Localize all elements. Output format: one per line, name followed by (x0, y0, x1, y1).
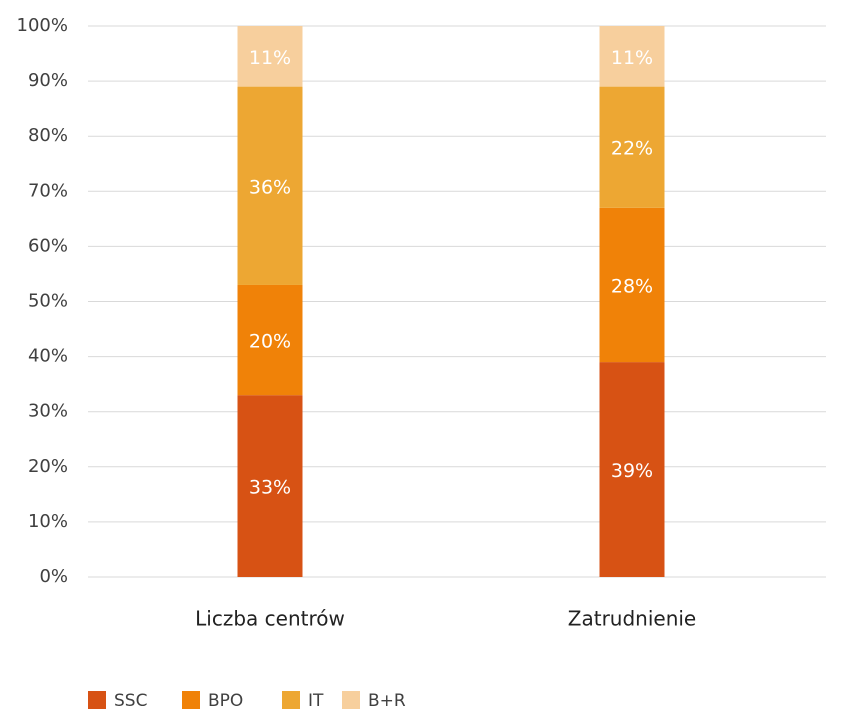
data-label: 36% (249, 176, 291, 198)
y-tick-label: 40% (28, 346, 68, 367)
legend-label: SSC (114, 691, 147, 710)
data-label: 28% (611, 275, 653, 297)
bar-segment (237, 26, 303, 87)
bar-segment (599, 26, 665, 87)
y-tick-label: 50% (28, 291, 68, 312)
bar-segment (599, 207, 665, 363)
data-label: 22% (611, 138, 653, 160)
legend-swatch (342, 691, 360, 709)
x-tick-label: Liczba centrów (195, 607, 345, 631)
data-label: 11% (249, 47, 291, 69)
y-tick-label: 90% (28, 70, 68, 91)
data-label: 20% (249, 331, 291, 353)
y-tick-label: 100% (17, 15, 68, 36)
y-tick-label: 80% (28, 125, 68, 146)
legend-label: B+R (368, 691, 406, 710)
y-tick-label: 70% (28, 180, 68, 201)
legend-swatch (88, 691, 106, 709)
bar-segment (599, 86, 665, 208)
bar-segment (237, 86, 303, 285)
bar-segment (237, 284, 303, 396)
legend-label: IT (308, 691, 324, 710)
data-label: 11% (611, 47, 653, 69)
data-label: 39% (611, 460, 653, 482)
y-tick-label: 10% (28, 511, 68, 532)
data-label: 33% (249, 477, 291, 499)
bar-segment (599, 362, 665, 577)
x-tick-label: Zatrudnienie (568, 607, 696, 631)
y-tick-label: 30% (28, 401, 68, 422)
y-tick-label: 60% (28, 235, 68, 256)
y-tick-label: 20% (28, 456, 68, 477)
y-tick-label: 0% (39, 566, 68, 587)
legend-swatch (182, 691, 200, 709)
bar-segment (237, 395, 303, 577)
legend-label: BPO (208, 691, 243, 710)
legend-swatch (282, 691, 300, 709)
